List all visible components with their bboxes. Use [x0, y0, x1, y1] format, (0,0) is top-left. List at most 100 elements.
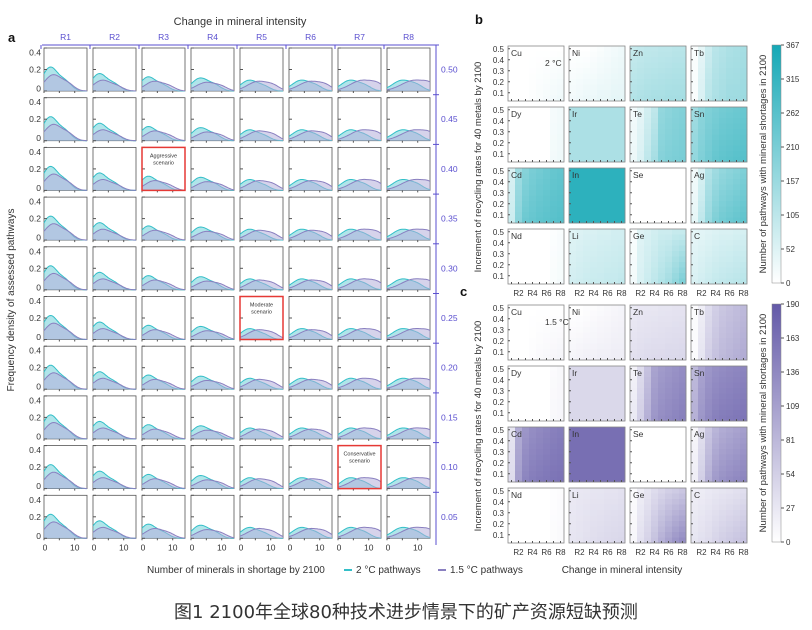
heatmap-cell — [740, 526, 748, 533]
heatmap-cell — [515, 343, 523, 350]
heatmap-cell — [672, 427, 680, 433]
heatmap-cell — [590, 504, 598, 511]
heatmap-cell — [705, 79, 713, 85]
heatmap-cell — [611, 68, 619, 74]
density-subplot-R1-0.15 — [43, 395, 88, 441]
heatmap-cell — [651, 393, 659, 400]
heatmap-cell — [618, 179, 626, 185]
heatmap-cell — [672, 404, 680, 411]
heatmap-cell — [590, 107, 598, 113]
pathway-1-5c-density-line — [92, 477, 137, 490]
heatmap-cell — [679, 229, 687, 235]
heatmap-cell — [611, 321, 619, 328]
heatmap-cell — [543, 240, 551, 246]
heatmap-cell — [569, 173, 577, 180]
heatmap-cell — [630, 46, 638, 52]
scenario-box — [337, 444, 382, 490]
heatmap-cell — [651, 84, 659, 91]
heatmap-cell — [712, 465, 720, 472]
heatmap-cell — [522, 251, 530, 257]
pathway-1-5c-density-area — [387, 477, 430, 489]
pathway-1-5c-density-line — [43, 372, 87, 390]
heatmap-cell — [536, 256, 544, 263]
metal-label: Li — [572, 231, 579, 241]
heatmap-frame — [690, 365, 748, 422]
heatmap-cell — [719, 112, 727, 119]
heatmap-cell — [665, 95, 673, 102]
heatmap-cell — [557, 327, 565, 333]
heatmap-cell — [712, 332, 720, 339]
metal-label: Cu — [511, 48, 522, 58]
density-subplot-R2-0.15 — [92, 395, 137, 441]
heatmap-cell — [550, 184, 558, 191]
heatmap-cell — [543, 521, 551, 527]
heatmap-cell — [637, 134, 645, 141]
heatmap-cell — [590, 410, 598, 416]
heatmap-cell — [698, 388, 706, 394]
density-subplot-R3-0.15 — [141, 395, 186, 441]
heatmap-cell — [508, 267, 516, 274]
heatmap-cell — [665, 349, 673, 355]
density-subplot-R8-0.45 — [386, 97, 431, 143]
heatmap-cell — [597, 388, 605, 394]
heatmap-cell — [651, 415, 659, 422]
heatmap-cell — [630, 493, 638, 500]
heatmap-cell — [740, 240, 748, 246]
x-tick-label: R4 — [588, 289, 599, 298]
heatmap-cell — [618, 90, 626, 96]
heatmap-cell — [529, 377, 537, 383]
heatmap-cell — [630, 305, 638, 311]
heatmap-cell — [712, 217, 720, 224]
heatmap-cell — [705, 443, 713, 450]
heatmap-cell — [726, 454, 734, 461]
heatmap-cell — [611, 454, 619, 461]
heatmap-cell — [569, 499, 577, 505]
heatmap-cell — [644, 382, 652, 389]
heatmap-cell — [522, 454, 530, 461]
heatmap-cell — [637, 443, 645, 450]
heatmap-cell — [658, 388, 666, 394]
density-subplot-R5-0.45 — [239, 97, 284, 143]
y-tick-label: 0 — [36, 183, 41, 193]
heatmap-cell — [672, 465, 680, 472]
heatmap-cell — [529, 62, 537, 69]
heatmap-cell — [569, 321, 577, 328]
heatmap-cell — [705, 123, 713, 130]
heatmap-cell — [583, 145, 591, 152]
scenario-label: Aggressive scenario — [150, 153, 177, 166]
heatmap-cell — [557, 256, 565, 263]
x-tick-label: R4 — [710, 548, 721, 557]
pathway-1-5c-density-line — [386, 526, 431, 538]
heatmap-cell — [604, 112, 612, 119]
heatmap-cell — [691, 118, 699, 124]
heatmap-cell — [522, 184, 530, 191]
heatmap-cell — [522, 471, 530, 477]
heatmap-cell — [590, 404, 598, 411]
heatmap-cell — [705, 262, 713, 268]
heatmap-cell — [583, 123, 591, 130]
heatmap-cell — [522, 349, 530, 355]
heatmap-cell — [604, 476, 612, 483]
heatmap-cell — [618, 493, 626, 500]
heatmap-cell — [679, 251, 687, 257]
pathway-1-5c-density-area — [338, 427, 381, 439]
heatmap-cell — [536, 432, 544, 439]
heatmap-cell — [740, 79, 748, 85]
heatmap-cell — [576, 493, 584, 500]
y-tick-label: 0.2 — [29, 214, 41, 224]
heatmap-cell — [726, 521, 734, 527]
heatmap-cell — [508, 129, 516, 135]
heatmap-cell — [630, 134, 638, 141]
heatmap-cell — [569, 212, 577, 218]
heatmap-cell — [604, 107, 612, 113]
heatmap-cell — [515, 410, 523, 416]
heatmap-cell — [719, 190, 727, 196]
heatmap-cell — [569, 240, 577, 246]
heatmap-cell — [550, 251, 558, 257]
heatmap-cell — [719, 123, 727, 130]
heatmap-cell — [691, 371, 699, 378]
heatmap-cell — [508, 305, 516, 311]
heatmap-cell — [733, 212, 741, 218]
heatmap-cell — [740, 267, 748, 274]
heatmap-cell — [618, 57, 626, 63]
